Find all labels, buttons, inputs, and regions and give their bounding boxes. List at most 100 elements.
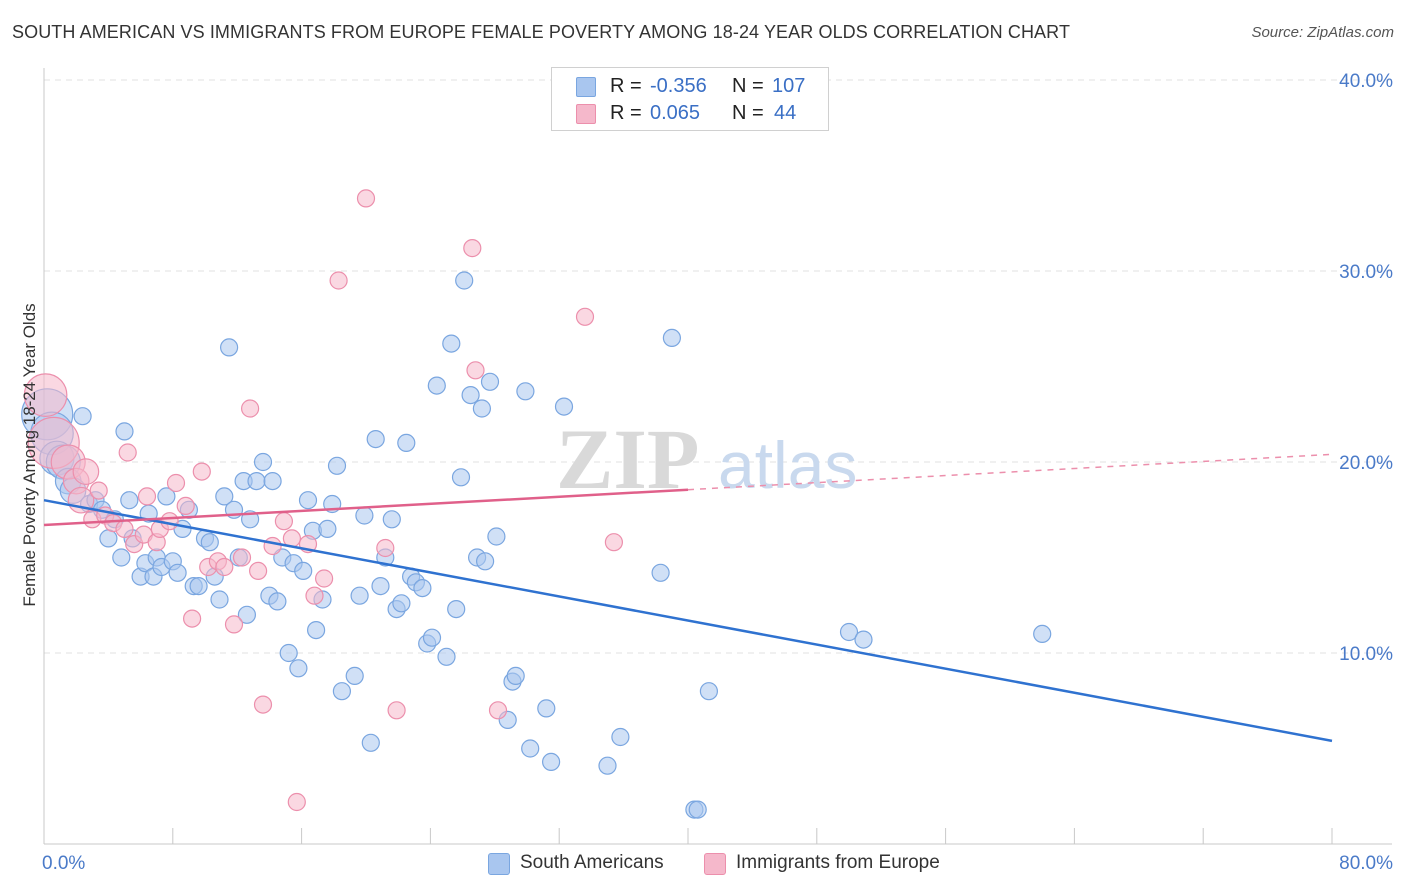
south-american-point xyxy=(651,563,670,582)
immigrant-europe-point xyxy=(356,189,376,208)
immigrant-europe-point xyxy=(192,462,211,481)
immigrant-europe-point xyxy=(387,701,406,720)
legend-r-label: R = xyxy=(610,75,642,97)
legend-n-label: N = xyxy=(732,102,764,124)
y-axis-label: Female Poverty Among 18-24 Year Olds xyxy=(20,303,39,607)
immigrant-europe-point xyxy=(575,307,595,326)
south-american-point xyxy=(361,733,380,752)
south-american-point xyxy=(472,399,491,418)
south-american-point xyxy=(461,386,480,405)
legend-r-label: R = xyxy=(610,102,642,124)
south-american-point xyxy=(537,699,556,718)
immigrant-europe-point xyxy=(376,538,395,558)
immigrant-europe-point xyxy=(263,536,282,556)
immigrant-europe-point xyxy=(166,473,186,493)
south-american-point xyxy=(289,659,308,678)
immigrant-europe-point xyxy=(215,557,234,577)
south-american-point xyxy=(839,622,859,642)
south-american-point xyxy=(294,561,313,581)
legend-r-value: 0.065 xyxy=(650,102,701,124)
south-american-point xyxy=(279,643,298,663)
south-american-point xyxy=(422,628,442,647)
south-american-point xyxy=(397,433,416,452)
south-american-point xyxy=(215,487,234,506)
legend-r-value: -0.356 xyxy=(650,75,707,97)
trend-lines xyxy=(43,453,1333,743)
south-american-point xyxy=(99,529,118,548)
bottom-legend-label: Immigrants from Europe xyxy=(736,852,940,873)
immigrant-europe-point xyxy=(253,695,273,714)
immigrant-europe-point xyxy=(23,373,68,417)
bottom-legend-swatch-blue xyxy=(488,853,510,875)
chart-title: SOUTH AMERICAN VS IMMIGRANTS FROM EUROPE… xyxy=(12,22,1071,42)
south-american-point xyxy=(200,533,219,552)
immigrant-europe-point xyxy=(305,586,324,605)
south-american-point xyxy=(237,605,256,624)
immigrant-europe-point xyxy=(224,615,244,634)
south-american-point xyxy=(307,620,326,640)
south-american-point xyxy=(688,800,707,819)
south-american-point xyxy=(476,552,495,571)
immigrant-europe-point xyxy=(72,458,100,485)
watermark: ZIP atlas xyxy=(556,411,857,507)
south-american-point xyxy=(298,491,318,510)
legend-n-label: N = xyxy=(732,75,764,97)
south-american-point xyxy=(332,682,351,701)
south-american-point xyxy=(1033,624,1052,644)
immigrant-europe-point xyxy=(115,519,134,539)
south-american-point xyxy=(662,328,682,347)
grid-lines xyxy=(44,79,1392,654)
immigrant-europe-point xyxy=(466,361,485,380)
immigrant-europe-point xyxy=(287,792,306,812)
y-tick-label: 20.0% xyxy=(1339,453,1393,474)
x-tick-label: 0.0% xyxy=(42,853,85,874)
south-american-trend-line xyxy=(43,498,1333,743)
south-american-point xyxy=(699,682,719,701)
south-american-point xyxy=(554,397,574,416)
immigrant-europe-point xyxy=(137,487,157,506)
south-american-point xyxy=(253,452,273,472)
south-american-point xyxy=(447,599,466,619)
immigrant-europe-point xyxy=(118,443,137,462)
south-american-point xyxy=(506,666,525,686)
south-american-point xyxy=(157,487,176,506)
south-american-point xyxy=(210,590,229,609)
correlation-legend: R = -0.356 N = 107 R = 0.065 N = 44 xyxy=(551,67,829,131)
watermark-atlas: atlas xyxy=(718,428,857,502)
immigrant-europe-point xyxy=(160,512,179,531)
immigrant-europe-point xyxy=(89,481,108,500)
immigrant-europe-point xyxy=(241,399,260,418)
immigrant-europe-point xyxy=(604,533,624,552)
south-american-point xyxy=(355,506,374,525)
immigrant-europe-point xyxy=(232,548,252,567)
south-american-point xyxy=(371,576,390,596)
south-american-point xyxy=(427,376,446,395)
south-american-point xyxy=(442,334,461,353)
south-american-point xyxy=(451,468,471,487)
bottom-legend-label: South Americans xyxy=(520,852,664,873)
immigrant-europe-point xyxy=(315,569,334,588)
south-american-point xyxy=(366,430,385,449)
south-american-point xyxy=(598,756,617,775)
south-american-point xyxy=(73,407,92,426)
legend-swatch-pink xyxy=(576,104,596,124)
south-american-point xyxy=(437,647,456,666)
south-american-point xyxy=(189,576,208,596)
immigrant-europe-point xyxy=(249,561,268,581)
legend-n-value: 107 xyxy=(772,75,806,97)
south-american-point xyxy=(455,271,474,290)
south-american-point xyxy=(345,666,364,686)
south-american-point xyxy=(318,519,337,539)
chart-source: Source: ZipAtlas.com xyxy=(1251,24,1394,41)
data-points xyxy=(21,189,1052,819)
legend-n-value: 44 xyxy=(774,102,797,124)
south-american-point xyxy=(854,630,873,649)
south-american-point xyxy=(516,382,535,401)
x-tick-label: 80.0% xyxy=(1339,853,1393,874)
y-tick-label: 10.0% xyxy=(1339,644,1393,665)
south-american-point xyxy=(247,472,266,491)
south-american-point xyxy=(480,372,500,391)
immigrant-europe-point xyxy=(274,512,293,531)
immigrant-europe-point xyxy=(329,271,348,290)
